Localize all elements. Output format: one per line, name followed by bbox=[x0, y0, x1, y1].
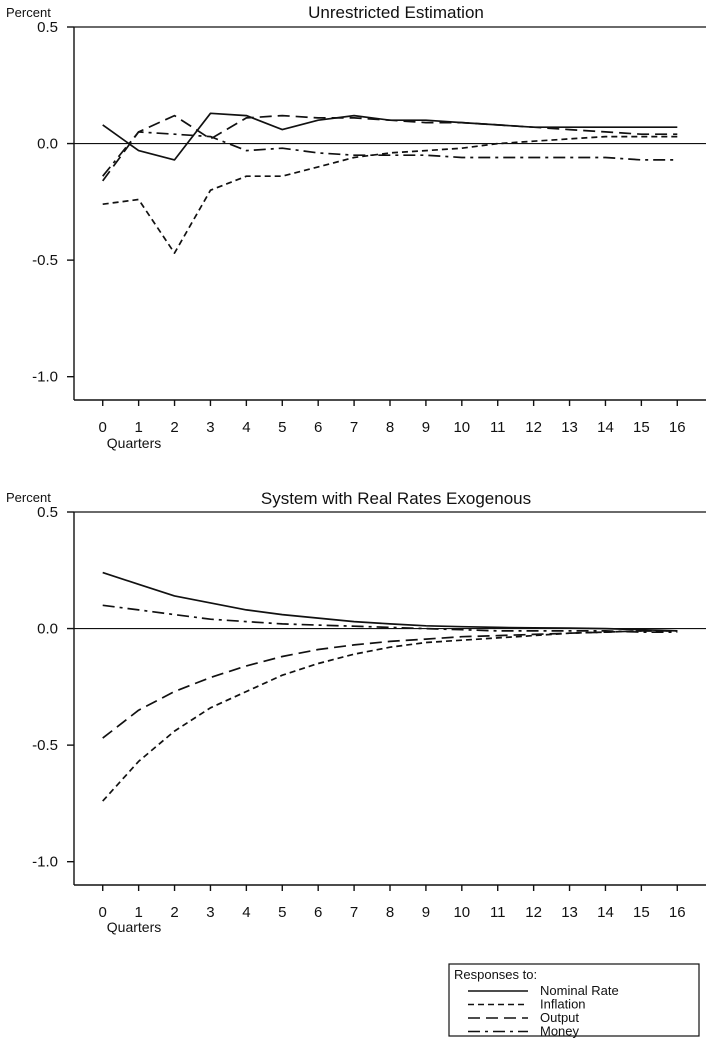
x-tick-label: 5 bbox=[278, 419, 286, 436]
x-tick-label: 12 bbox=[525, 904, 542, 921]
x-tick-label: 9 bbox=[422, 419, 430, 436]
y-axis-label: Percent bbox=[6, 490, 51, 505]
series-line-nominal-rate bbox=[102, 571, 678, 632]
x-tick-label: 16 bbox=[669, 904, 686, 921]
legend-label-nominal-rate: Nominal Rate bbox=[540, 983, 619, 998]
x-tick-label: 8 bbox=[386, 904, 394, 921]
x-tick-label: 12 bbox=[525, 419, 542, 436]
series-line-inflation bbox=[102, 135, 678, 254]
x-tick-label: 6 bbox=[314, 419, 322, 436]
x-tick-label: 13 bbox=[561, 419, 578, 436]
series-line-money bbox=[102, 131, 678, 177]
x-tick-label: 3 bbox=[206, 419, 214, 436]
x-tick-label: 3 bbox=[206, 904, 214, 921]
chart-title: System with Real Rates Exogenous bbox=[261, 489, 531, 508]
y-tick-label: 0.0 bbox=[37, 621, 58, 638]
chart-title: Unrestricted Estimation bbox=[308, 3, 484, 22]
x-tick-label: 4 bbox=[242, 419, 250, 436]
x-tick-label: 2 bbox=[170, 419, 178, 436]
x-tick-label: 1 bbox=[134, 904, 142, 921]
panel-real-rates-exogenous: Percent System with Real Rates Exogenous… bbox=[6, 489, 706, 935]
y-tick-label: 0.5 bbox=[37, 504, 58, 521]
y-tick-label: -0.5 bbox=[32, 737, 58, 754]
y-tick-label: -1.0 bbox=[32, 369, 58, 386]
series-line-inflation bbox=[102, 630, 678, 802]
y-axis-label: Percent bbox=[6, 5, 51, 20]
x-tick-label: 16 bbox=[669, 419, 686, 436]
x-tick-label: 15 bbox=[633, 419, 650, 436]
legend-label-money: Money bbox=[540, 1024, 580, 1039]
x-tick-label: 10 bbox=[453, 904, 470, 921]
x-tick-label: 9 bbox=[422, 904, 430, 921]
axes: 0.50.0-0.5-1.00 1 2 3 4 5 6 7 8 9 10 11 12 13 14 15 16 bbox=[32, 19, 706, 436]
x-tick-label: 15 bbox=[633, 904, 650, 921]
x-tick-label: 6 bbox=[314, 904, 322, 921]
x-tick-label: 0 bbox=[99, 904, 107, 921]
x-tick-label: 1 bbox=[134, 419, 142, 436]
x-tick-label: 8 bbox=[386, 419, 394, 436]
legend-title: Responses to: bbox=[454, 967, 537, 982]
legend-label-inflation: Inflation bbox=[540, 997, 586, 1012]
y-tick-label: -0.5 bbox=[32, 252, 58, 269]
x-tick-label: 10 bbox=[453, 419, 470, 436]
series-line-output bbox=[102, 114, 678, 182]
series-group bbox=[102, 571, 678, 802]
legend: Responses to: Nominal RateInflationOutpu… bbox=[448, 963, 700, 1039]
x-tick-label: 0 bbox=[99, 419, 107, 436]
series-line-money bbox=[102, 604, 678, 633]
panel-unrestricted-estimation: Percent Unrestricted Estimation Quarters… bbox=[6, 3, 706, 451]
x-tick-label: 5 bbox=[278, 904, 286, 921]
series-group bbox=[102, 112, 678, 254]
x-tick-label: 11 bbox=[490, 904, 506, 921]
axes: 0.50.0-0.5-1.00 1 2 3 4 5 6 7 8 9 10 11 12 13 14 15 16 bbox=[32, 504, 706, 921]
y-tick-label: 0.0 bbox=[37, 136, 58, 153]
legend-label-output: Output bbox=[540, 1010, 579, 1025]
x-tick-label: 14 bbox=[597, 419, 614, 436]
x-axis-label: Quarters bbox=[107, 435, 161, 451]
x-tick-label: 2 bbox=[170, 904, 178, 921]
legend-box bbox=[448, 963, 700, 1037]
x-tick-label: 11 bbox=[490, 419, 506, 436]
x-axis-label: Quarters bbox=[107, 919, 161, 935]
x-tick-label: 7 bbox=[350, 419, 358, 436]
x-tick-label: 13 bbox=[561, 904, 578, 921]
y-tick-label: 0.5 bbox=[37, 19, 58, 36]
x-tick-label: 7 bbox=[350, 904, 358, 921]
x-tick-label: 14 bbox=[597, 904, 614, 921]
y-tick-label: -1.0 bbox=[32, 854, 58, 871]
series-line-output bbox=[102, 630, 678, 739]
x-tick-label: 4 bbox=[242, 904, 250, 921]
